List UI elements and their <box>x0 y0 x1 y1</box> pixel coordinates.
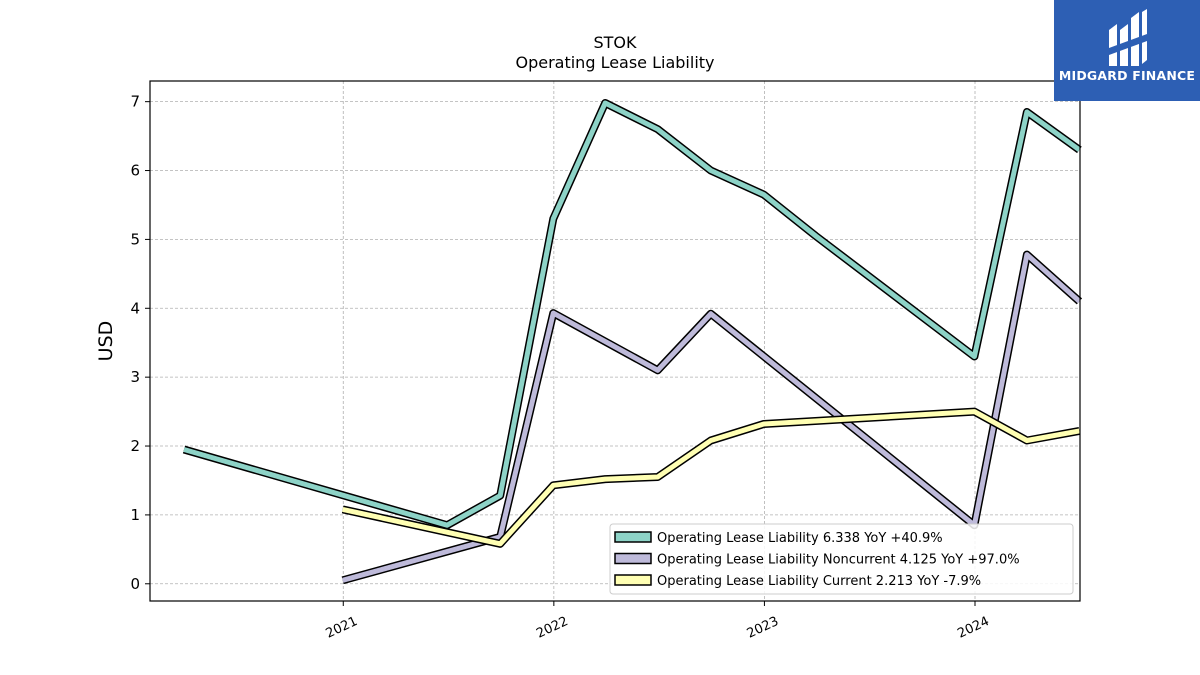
x-tick-label: 2024 <box>955 614 991 642</box>
series-line <box>342 409 1080 547</box>
series-lines <box>182 99 1083 585</box>
y-axis-label: USD <box>95 321 117 362</box>
series-3 <box>341 407 1081 548</box>
plot-frame <box>149 80 1081 602</box>
y-tick-label: 7 <box>130 93 140 111</box>
series-line-outline <box>182 99 1082 530</box>
grid-lines <box>150 81 1080 601</box>
y-tick-label: 0 <box>130 575 140 593</box>
x-tick-label: 2023 <box>745 614 781 642</box>
y-tick-label: 4 <box>130 299 140 317</box>
x-tick-label: 2021 <box>324 614 360 642</box>
x-axis: 2021 2022 2023 2024 <box>324 601 992 642</box>
series-line <box>342 252 1082 583</box>
y-tick-label: 3 <box>130 368 140 386</box>
legend-swatch <box>614 574 652 586</box>
legend-swatch <box>614 531 652 543</box>
series-line <box>183 100 1081 528</box>
series-1 <box>182 99 1082 530</box>
legend-box <box>609 523 1074 595</box>
logo-text: MIDGARD FINANCE <box>1058 68 1196 83</box>
legend-label: Operating Lease Liability Noncurrent 4.1… <box>657 553 1020 568</box>
legend-swatch <box>614 552 652 565</box>
y-axis: 0 1 2 3 4 5 6 7 <box>130 93 150 593</box>
y-tick-label: 1 <box>130 506 140 524</box>
midgard-logo-icon <box>1109 9 1147 66</box>
series-2 <box>341 250 1083 585</box>
legend: Operating Lease Liability 6.338 YoY +40.… <box>609 523 1074 595</box>
chart-subtitle: Operating Lease Liability <box>515 53 714 72</box>
chart-title: STOK <box>593 33 637 52</box>
x-tick-label: 2022 <box>534 614 570 642</box>
midgard-finance-logo: MIDGARD FINANCE <box>1054 0 1200 101</box>
legend-label: Operating Lease Liability 6.338 YoY +40.… <box>657 531 943 546</box>
y-tick-label: 6 <box>130 162 140 180</box>
y-tick-label: 2 <box>130 437 140 455</box>
legend-label: Operating Lease Liability Current 2.213 … <box>657 574 981 589</box>
y-tick-label: 5 <box>130 230 140 248</box>
